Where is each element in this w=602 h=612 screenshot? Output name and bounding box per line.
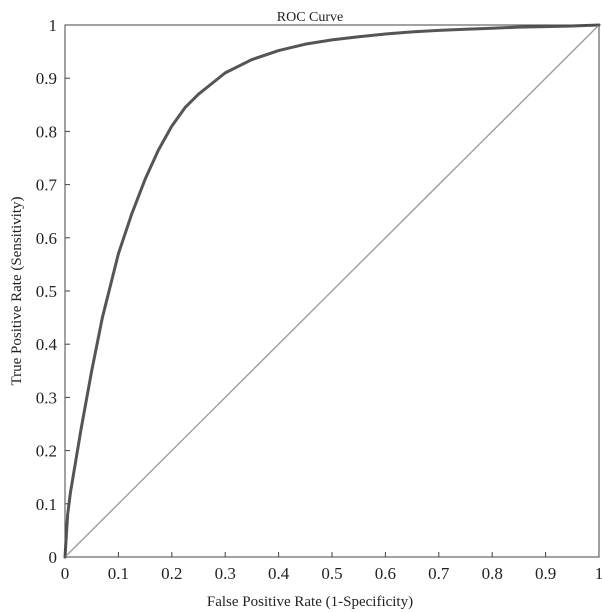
y-tick-label: 0.3: [36, 388, 57, 407]
x-tick-label: 0.2: [161, 564, 182, 583]
y-tick-label: 0.4: [36, 335, 58, 354]
x-tick-label: 0.8: [482, 564, 503, 583]
y-tick-label: 0.8: [36, 122, 57, 141]
x-tick-label: 0.3: [215, 564, 236, 583]
roc-curve-line: [63, 23, 601, 559]
chart-title: ROC Curve: [277, 10, 344, 25]
y-tick-label: 0.5: [36, 282, 57, 301]
x-tick-label: 0: [61, 564, 70, 583]
x-tick-label: 0.9: [535, 564, 556, 583]
x-tick-label: 0.6: [375, 564, 396, 583]
x-tick-label: 0.7: [428, 564, 450, 583]
x-tick-label: 1: [595, 564, 602, 583]
y-tick-label: 0.2: [36, 442, 57, 461]
reference-diagonal-line: [64, 24, 600, 558]
x-axis-label: False Positive Rate (1-Specificity): [207, 594, 413, 610]
y-tick-label: 0.9: [36, 69, 57, 88]
x-tick-label: 0.1: [108, 564, 129, 583]
y-tick-label: 0: [49, 548, 58, 567]
y-tick-label: 0.6: [36, 229, 57, 248]
y-tick-label: 1: [49, 16, 58, 35]
x-tick-label: 0.4: [268, 564, 290, 583]
y-tick-label: 0.7: [36, 176, 58, 195]
y-tick-label: 0.1: [36, 495, 57, 514]
x-tick-label: 0.5: [321, 564, 342, 583]
y-axis-label: True Positive Rate (Sensitivity): [9, 196, 25, 385]
